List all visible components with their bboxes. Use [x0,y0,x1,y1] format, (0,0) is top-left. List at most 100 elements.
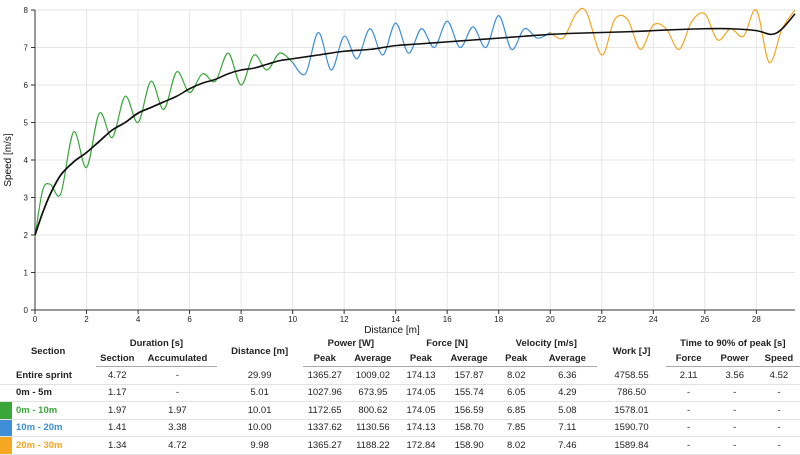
table-cell: 1130.56 [356,422,390,434]
table-body: Entire sprint 4.72 - 29.99 1365.27 1009.02 174… [0,367,800,455]
sprint-stats-table: Section Duration [s] Distance [m] Power … [0,336,800,455]
table-cell: - [687,387,691,399]
x-tick-label: 14 [391,315,400,324]
subheader-accumulated: Accumulated [138,351,217,367]
y-tick-label: 5 [24,119,29,128]
header-force: Force [N] [426,338,468,349]
table-cell: - [687,422,691,434]
table-row: Entire sprint 4.72 - 29.99 1365.27 1009.02 174… [0,367,800,384]
table-cell: 1.97 [108,404,127,416]
table-cell: - [733,422,737,434]
y-tick-label: 7 [24,44,29,53]
table-cell: 1365.27 [307,439,342,451]
table-cell: 1365.27 [307,369,342,381]
table-cell: 158.90 [454,439,484,451]
table-cell: 174.05 [406,387,436,399]
table-cell: 7.11 [558,422,577,434]
header-power: Power [W] [327,338,375,349]
subheader-time-power: Power [711,351,758,367]
row-label: 0m - 5m [0,384,96,402]
row-label-text: 0m - 10m [16,404,58,416]
table-cell: - [733,387,737,399]
x-tick-label: 0 [33,315,38,324]
table-cell: 4.29 [558,387,577,399]
table-cell: 8.02 [506,369,526,381]
y-tick-label: 1 [24,269,29,278]
y-tick-label: 8 [24,6,29,15]
table-cell: 1337.62 [307,422,342,434]
table-cell: 3.56 [725,369,744,381]
table-cell: 6.05 [506,387,526,399]
table-cell: 2.11 [679,369,698,381]
table-cell: 5.01 [250,387,269,399]
row-label-text: 20m - 30m [16,439,63,451]
table-cell: 8.02 [506,439,526,451]
table-cell: 156.59 [454,404,484,416]
x-tick-label: 18 [494,315,503,324]
x-tick-label: 24 [649,315,658,324]
section-color-swatch [0,437,12,454]
table-cell: 9.98 [250,439,269,451]
table-cell: 1172.65 [307,404,342,416]
table-cell: - [175,369,179,381]
subheader-time-speed: Speed [757,351,800,367]
series-line-0m-5m [34,101,165,236]
table-cell: 174.13 [406,422,436,434]
row-label: 20m - 30m [0,437,96,455]
subheader-velocity-peak: Peak [495,351,538,367]
table-cell: - [777,422,781,434]
table-cell: 10.01 [247,404,272,416]
x-tick-label: 6 [187,315,192,324]
y-tick-label: 6 [24,81,29,90]
row-label-text: Entire sprint [16,369,72,381]
table-cell: 1027.96 [307,387,342,399]
subheader-power-peak: Peak [302,351,347,367]
chart-series [34,7,796,237]
header-time90: Time to 90% of peak [s] [680,338,786,349]
table-cell: 1589.84 [614,439,649,451]
table-cell: 5.08 [558,404,577,416]
table-cell: 7.85 [506,422,526,434]
row-label-text: 10m - 20m [16,422,63,434]
y-tick-label: 4 [24,156,29,165]
table-cell: 158.70 [454,422,484,434]
y-tick-label: 0 [24,306,29,315]
row-label-text: 0m - 5m [16,387,52,399]
x-tick-label: 10 [288,315,297,324]
subheader-velocity-average: Average [537,351,598,367]
y-tick-label: 2 [24,231,29,240]
table-cell: 174.05 [406,404,436,416]
series-line-20m-30m [549,7,796,64]
table-cell: 1578.01 [614,404,649,416]
chart-grid [34,9,795,311]
table-cell: 1188.22 [356,439,390,451]
table-cell: 4.72 [108,369,127,381]
table-cell: - [733,439,737,451]
sprint-stats-table-wrap: Section Duration [s] Distance [m] Power … [0,336,800,455]
x-tick-label: 4 [136,315,141,324]
x-tick-label: 26 [700,315,709,324]
table-cell: - [777,439,781,451]
subheader-power-average: Average [346,351,399,367]
x-tick-label: 22 [597,315,606,324]
subheader-force-peak: Peak [398,351,444,367]
header-section: Section [30,345,66,357]
table-row: 0m - 10m 1.97 1.97 10.01 1172.65 800.62 174.05… [0,402,800,419]
table-cell: 4.52 [769,369,789,381]
subheader-section: Section [96,351,139,367]
header-duration: Duration [s] [129,338,184,349]
table-cell: 1.41 [108,422,127,434]
table-cell: 10.00 [247,422,272,434]
table-cell: 1.97 [168,404,187,416]
table-row: 20m - 30m 1.34 4.72 9.98 1365.27 1188.22 172.8… [0,437,800,455]
header-distance: Distance [m] [231,345,289,357]
series-line-10m-20m [292,15,551,76]
table-row: 10m - 20m 1.41 3.38 10.00 1337.62 1130.56 174.… [0,419,800,437]
subheader-time-force: Force [665,351,712,367]
table-cell: 4758.55 [614,369,649,381]
table-cell: - [777,387,781,399]
table-row: 0m - 5m 1.17 - 5.01 1027.96 673.95 174.05 155.7… [0,384,800,402]
table-cell: 7.46 [558,439,577,451]
x-tick-label: 20 [546,315,555,324]
